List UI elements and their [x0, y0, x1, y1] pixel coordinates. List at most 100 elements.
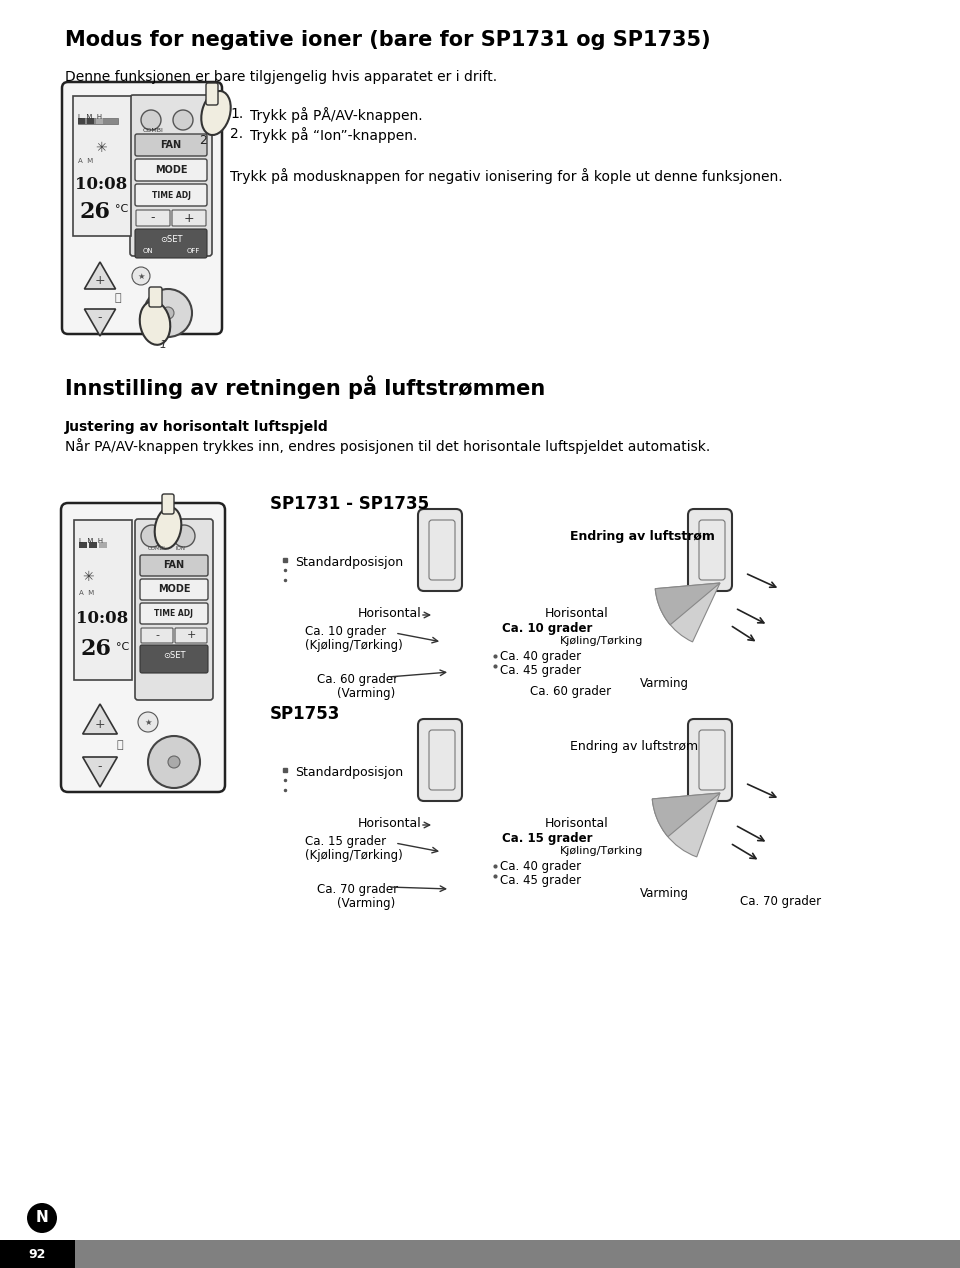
FancyBboxPatch shape [135, 134, 207, 156]
Bar [87, 118, 94, 124]
Bar [96, 118, 103, 124]
Text: SP1731 - SP1735: SP1731 - SP1735 [270, 495, 429, 514]
Text: +: + [183, 212, 194, 224]
Text: Kjøling/Tørking: Kjøling/Tørking [560, 846, 643, 856]
FancyBboxPatch shape [140, 555, 208, 576]
Bar [73, 96, 131, 236]
Text: MODE: MODE [157, 585, 190, 593]
Text: Når PA/AV-knappen trykkes inn, endres posisjonen til det horisontale luftspjelde: Når PA/AV-knappen trykkes inn, endres po… [65, 437, 710, 454]
Bar [78, 118, 118, 124]
Text: ⊙SET: ⊙SET [159, 235, 182, 243]
FancyBboxPatch shape [136, 210, 170, 226]
FancyBboxPatch shape [130, 95, 212, 256]
Text: Endring av luftstrøm: Endring av luftstrøm [570, 741, 698, 753]
Bar [0, 1240, 75, 1268]
Text: ION: ION [176, 547, 186, 552]
Text: Horisontal: Horisontal [358, 817, 421, 831]
FancyBboxPatch shape [688, 719, 732, 801]
Text: Ca. 70 grader: Ca. 70 grader [740, 895, 821, 908]
FancyBboxPatch shape [688, 508, 732, 591]
Text: 🌡: 🌡 [114, 293, 121, 303]
FancyBboxPatch shape [140, 645, 208, 673]
Bar [0, 1240, 960, 1268]
FancyBboxPatch shape [135, 158, 207, 181]
Text: 92: 92 [28, 1248, 46, 1260]
FancyBboxPatch shape [135, 519, 213, 700]
Text: ✳: ✳ [95, 141, 107, 155]
Text: ✳: ✳ [83, 571, 94, 585]
Text: 2: 2 [199, 134, 207, 147]
FancyBboxPatch shape [172, 210, 206, 226]
Text: ★: ★ [137, 271, 145, 280]
Text: Horisontal: Horisontal [358, 607, 421, 620]
Wedge shape [652, 792, 720, 857]
Text: Varming: Varming [640, 888, 689, 900]
Text: L  M  H: L M H [78, 114, 102, 120]
Bar [89, 541, 97, 548]
Wedge shape [652, 792, 720, 837]
Text: COMBI: COMBI [148, 547, 166, 552]
Circle shape [144, 289, 192, 337]
FancyBboxPatch shape [141, 628, 173, 643]
Text: A  M: A M [78, 158, 93, 164]
FancyBboxPatch shape [61, 503, 225, 792]
Text: L  M  H: L M H [79, 538, 103, 544]
FancyBboxPatch shape [140, 604, 208, 624]
Text: 26: 26 [81, 638, 111, 661]
FancyBboxPatch shape [418, 508, 462, 591]
Text: Trykk på modusknappen for negativ ionisering for å kople ut denne funksjonen.: Trykk på modusknappen for negativ ionise… [230, 167, 782, 184]
Text: °C: °C [115, 204, 129, 214]
Text: (Kjøling/Tørking): (Kjøling/Tørking) [305, 639, 403, 652]
FancyBboxPatch shape [175, 628, 207, 643]
Text: °C: °C [116, 642, 130, 652]
Text: TIME ADJ: TIME ADJ [155, 609, 194, 618]
Bar [78, 118, 85, 124]
FancyBboxPatch shape [162, 495, 174, 514]
Text: 10:08: 10:08 [76, 610, 128, 626]
Text: N: N [36, 1211, 48, 1225]
Text: FAN: FAN [160, 139, 181, 150]
Text: 2.: 2. [230, 127, 243, 141]
Ellipse shape [155, 507, 181, 549]
Circle shape [27, 1203, 57, 1232]
Text: ⊙SET: ⊙SET [163, 650, 185, 659]
Text: Trykk på “Ion”-knappen.: Trykk på “Ion”-knappen. [250, 127, 418, 143]
Text: +: + [186, 630, 196, 640]
Text: 1: 1 [159, 340, 167, 350]
Text: 26: 26 [80, 202, 110, 223]
Text: Ca. 70 grader: Ca. 70 grader [318, 883, 398, 896]
Circle shape [138, 713, 158, 732]
Text: Ca. 40 grader: Ca. 40 grader [500, 650, 581, 663]
Text: 1.: 1. [230, 107, 243, 120]
Text: Standardposisjon: Standardposisjon [295, 766, 403, 779]
FancyBboxPatch shape [135, 230, 207, 257]
Text: OFF: OFF [187, 249, 201, 254]
Text: 🌡: 🌡 [117, 741, 123, 749]
Text: ON: ON [143, 249, 154, 254]
Text: Ca. 15 grader: Ca. 15 grader [502, 832, 592, 844]
Text: Denne funksjonen er bare tilgjengelig hvis apparatet er i drift.: Denne funksjonen er bare tilgjengelig hv… [65, 70, 497, 84]
Text: (Varming): (Varming) [337, 896, 396, 910]
Text: SP1753: SP1753 [270, 705, 341, 723]
Text: ★: ★ [144, 718, 152, 727]
Text: -: - [151, 212, 156, 224]
Text: Standardposisjon: Standardposisjon [295, 555, 403, 569]
Text: +: + [95, 274, 106, 287]
Circle shape [132, 268, 150, 285]
Text: Ca. 45 grader: Ca. 45 grader [500, 664, 581, 677]
Text: +: + [95, 718, 106, 730]
Bar [79, 541, 87, 548]
Circle shape [162, 307, 174, 320]
Text: Ca. 10 grader: Ca. 10 grader [502, 623, 592, 635]
Text: Ca. 60 grader: Ca. 60 grader [530, 685, 612, 697]
FancyBboxPatch shape [140, 579, 208, 600]
Text: A  M: A M [79, 590, 94, 596]
Text: Ca. 60 grader: Ca. 60 grader [318, 673, 398, 686]
Circle shape [173, 110, 193, 131]
Text: MODE: MODE [155, 165, 187, 175]
Circle shape [173, 525, 195, 547]
Text: -: - [98, 312, 103, 325]
FancyBboxPatch shape [149, 287, 162, 307]
Text: Ca. 10 grader: Ca. 10 grader [305, 625, 386, 638]
Text: Ca. 15 grader: Ca. 15 grader [305, 836, 386, 848]
